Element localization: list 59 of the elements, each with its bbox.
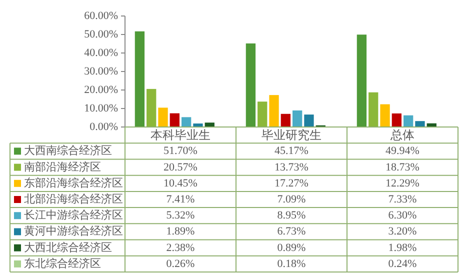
- bar: [134, 31, 145, 127]
- value-label: 7.09%: [277, 194, 306, 206]
- value-label: 18.73%: [386, 161, 420, 174]
- ytick: 0.00%: [90, 121, 118, 133]
- bar: [182, 117, 192, 127]
- value-label: 49.94%: [386, 145, 420, 158]
- xtick: 毕业研究生: [262, 128, 322, 142]
- bar: [392, 113, 402, 127]
- value-label: 17.27%: [274, 177, 308, 190]
- value-label: 0.24%: [388, 258, 417, 270]
- ytick: 20.00%: [84, 84, 118, 96]
- value-label: 0.18%: [277, 258, 306, 270]
- value-label: 10.45%: [164, 177, 198, 190]
- ytick: 60.00%: [84, 10, 118, 22]
- value-label: 1.89%: [166, 226, 195, 238]
- legend: 东北综合经济区: [24, 258, 101, 270]
- value-label: 51.70%: [164, 145, 198, 158]
- value-label: 8.95%: [277, 210, 306, 222]
- bar: [368, 92, 378, 127]
- bar: [258, 102, 268, 127]
- legend: 南部沿海经济区: [24, 161, 101, 174]
- xtick: 总体: [390, 128, 414, 142]
- bar: [146, 88, 156, 127]
- ytick: 30.00%: [84, 66, 118, 78]
- bar: [380, 104, 390, 127]
- bar: [415, 121, 425, 127]
- legend: 黄河中游综合经济区: [24, 226, 123, 238]
- bar: [280, 114, 290, 127]
- ytick: 40.00%: [84, 47, 118, 59]
- value-label: 1.98%: [388, 242, 417, 254]
- value-label: 0.89%: [277, 242, 306, 254]
- value-label: 2.38%: [166, 242, 195, 254]
- legend: 东部沿海综合经济区: [24, 177, 123, 190]
- value-label: 0.26%: [166, 258, 195, 270]
- value-label: 13.73%: [274, 161, 308, 174]
- value-label: 6.73%: [277, 226, 306, 238]
- bar: [356, 34, 367, 127]
- value-label: 20.57%: [164, 161, 198, 174]
- legend: 长江中游综合经济区: [24, 210, 123, 222]
- value-label: 12.29%: [386, 177, 420, 190]
- ytick: 50.00%: [84, 28, 118, 40]
- value-label: 45.17%: [274, 145, 308, 158]
- bar: [404, 115, 414, 127]
- value-label: 3.20%: [388, 226, 417, 238]
- bar: [292, 110, 302, 127]
- xtick: 本科毕业生: [150, 128, 210, 142]
- value-label: 6.30%: [388, 210, 417, 222]
- legend: 大西南综合经济区: [24, 145, 112, 158]
- bar: [158, 108, 168, 127]
- bar: [246, 43, 256, 127]
- value-label: 7.33%: [388, 194, 417, 206]
- value-label: 5.32%: [166, 210, 195, 222]
- value-label: 7.41%: [166, 194, 195, 206]
- ytick: 10.00%: [84, 102, 118, 114]
- bar: [170, 113, 180, 127]
- legend: 大西北综合经济区: [24, 242, 112, 254]
- bar: [269, 95, 279, 127]
- bar: [304, 114, 314, 127]
- legend: 北部沿海综合经济区: [24, 194, 123, 206]
